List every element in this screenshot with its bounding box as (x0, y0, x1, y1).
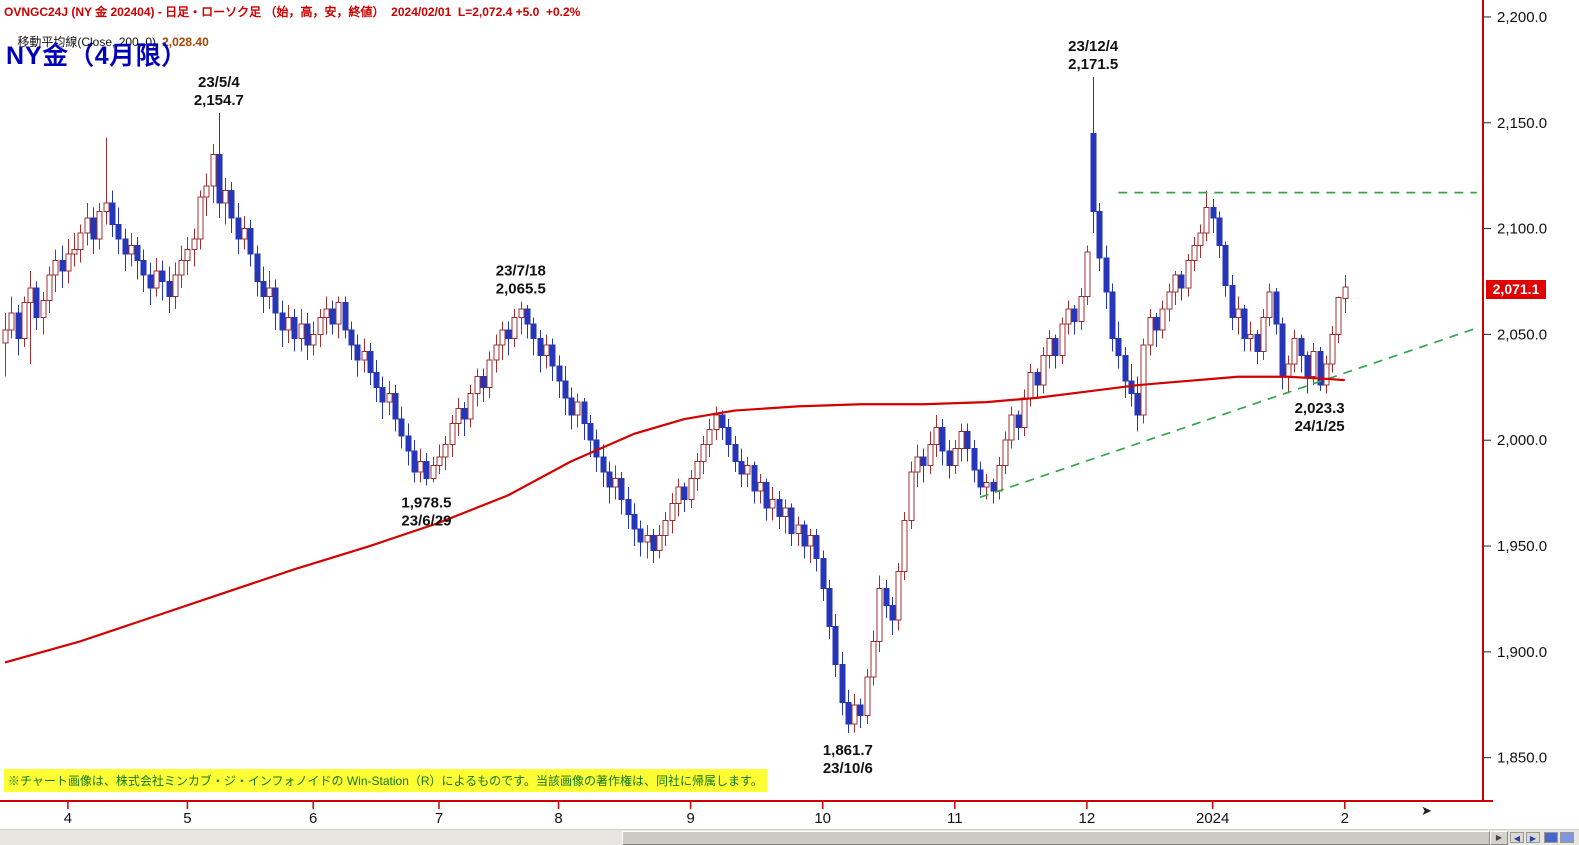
scrollbar-thumb[interactable] (622, 831, 1490, 845)
svg-text:23/5/4: 23/5/4 (198, 74, 240, 91)
svg-text:24/1/25: 24/1/25 (1295, 418, 1345, 435)
mini-right-arrow-button[interactable]: ▶ (1526, 832, 1540, 843)
right-arrow-icon: ▶ (1495, 833, 1503, 842)
svg-text:2: 2 (1341, 810, 1349, 827)
ma-legend-value: 2,028.40 (162, 35, 209, 49)
svg-text:23/12/4: 23/12/4 (1068, 38, 1119, 55)
chart-tool-icon-2[interactable] (1560, 832, 1574, 843)
svg-text:23/6/29: 23/6/29 (401, 513, 451, 530)
svg-text:1,950.0: 1,950.0 (1497, 538, 1547, 555)
svg-text:2,154.7: 2,154.7 (194, 92, 244, 109)
svg-text:9: 9 (686, 810, 694, 827)
svg-text:1,900.0: 1,900.0 (1497, 644, 1547, 661)
svg-text:2,050.0: 2,050.0 (1497, 326, 1547, 343)
ma-legend-label: 移動平均線(Close, 200, 0) (17, 35, 157, 49)
y-axis: 2,200.0 2,150.0 2,100.0 2,050.0 2,000.0 1,950… (1484, 9, 1547, 767)
svg-text:2,100.0: 2,100.0 (1497, 221, 1547, 238)
chart-title: NY金（4月限） (6, 42, 188, 70)
svg-text:11: 11 (947, 810, 963, 827)
svg-text:23/10/6: 23/10/6 (823, 760, 873, 777)
axis-frame (0, 0, 1493, 802)
mini-left-arrow-button[interactable]: ◀ (1510, 832, 1524, 843)
trendlines (979, 191, 1478, 499)
svg-text:2,171.5: 2,171.5 (1068, 56, 1118, 73)
svg-text:23/7/18: 23/7/18 (496, 263, 546, 280)
svg-text:8: 8 (554, 810, 562, 827)
svg-text:12: 12 (1079, 810, 1096, 827)
svg-text:1,978.5: 1,978.5 (401, 495, 451, 512)
instrument-header: OVNGC24J (NY 金 202404) - 日足・ローソク足 （始，高，安… (4, 5, 581, 19)
candles (2, 77, 1349, 733)
svg-text:5: 5 (183, 810, 191, 827)
svg-text:2,200.0: 2,200.0 (1497, 9, 1547, 26)
svg-text:4: 4 (64, 810, 72, 827)
svg-text:1,861.7: 1,861.7 (823, 742, 873, 759)
copyright-notice: ※チャート画像は、株式会社ミンカブ・ジ・インフォノイドの Win-Station… (4, 769, 767, 792)
svg-text:10: 10 (814, 810, 831, 827)
svg-text:2,023.3: 2,023.3 (1295, 400, 1345, 417)
horizontal-scrollbar[interactable]: ▶ ◀ ▶ (0, 829, 1579, 845)
svg-text:2,000.0: 2,000.0 (1497, 432, 1547, 449)
last-price-tag: 2,071.1 (1486, 280, 1546, 300)
svg-text:6: 6 (309, 810, 317, 827)
svg-text:1,850.0: 1,850.0 (1497, 750, 1547, 767)
chart-tool-icon[interactable] (1544, 832, 1558, 843)
svg-text:2,150.0: 2,150.0 (1497, 115, 1547, 132)
x-axis: 4 5 6 7 8 9 10 11 12 2024 2 (64, 802, 1349, 827)
scroll-right-button[interactable]: ▶ (1490, 831, 1508, 845)
svg-text:2024: 2024 (1196, 810, 1229, 827)
ma-legend: 移動平均線(Close, 200, 0) 2,028.40 (4, 19, 209, 64)
svg-text:2,065.5: 2,065.5 (496, 281, 546, 298)
ma-line (4, 375, 1345, 664)
svg-text:7: 7 (435, 810, 443, 827)
annotations: 23/5/42,154.7 23/12/42,171.5 23/7/182,065.… (194, 38, 1345, 777)
more-data-arrow-icon[interactable]: ➤ (1421, 803, 1432, 818)
